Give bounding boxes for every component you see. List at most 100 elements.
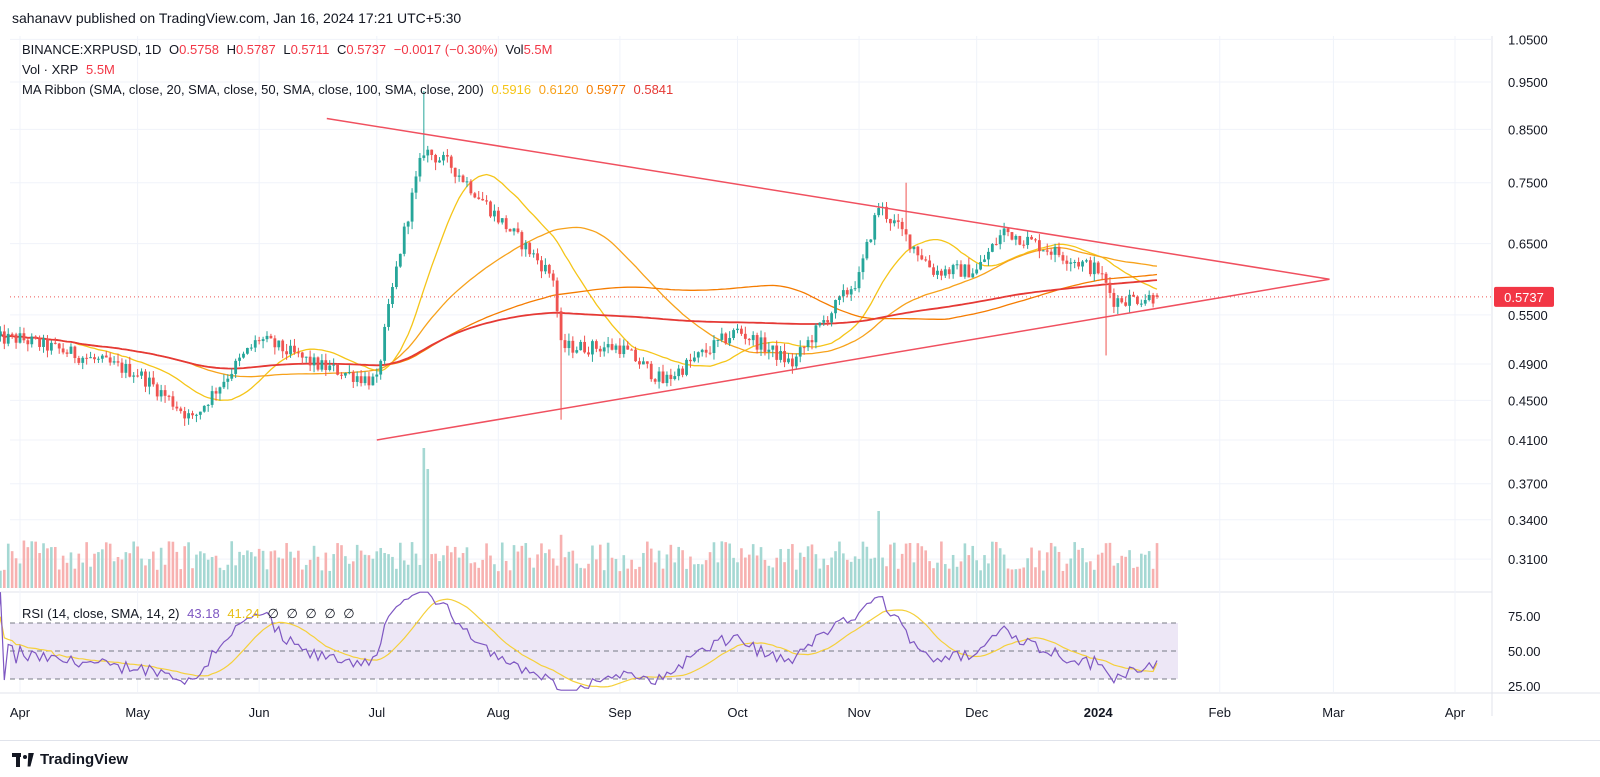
volume-bar: [842, 553, 845, 588]
volume-bar: [108, 543, 112, 588]
candle-body: [191, 413, 194, 416]
candle: [222, 374, 226, 390]
volume-bar: [555, 565, 559, 588]
volume-bar: [1018, 568, 1022, 588]
candle-body: [1073, 262, 1077, 264]
candle: [826, 316, 830, 326]
volume-bar: [340, 545, 343, 588]
candle: [249, 344, 253, 351]
candle: [69, 343, 73, 354]
candle: [410, 188, 414, 230]
volume-bar: [77, 553, 81, 588]
candle-body: [1155, 295, 1159, 297]
symbol-label[interactable]: BINANCE:XRPUSD, 1D: [22, 42, 162, 57]
volume-bar: [202, 553, 206, 588]
volume-bar: [300, 569, 304, 588]
candle: [320, 354, 324, 372]
candle-body: [151, 377, 155, 385]
candle: [649, 361, 653, 382]
candle: [610, 338, 614, 351]
candle: [1045, 243, 1049, 256]
candle: [626, 341, 630, 350]
candle-body: [38, 338, 42, 347]
candle-body: [1061, 255, 1065, 261]
candle-body: [147, 377, 151, 387]
candle-body: [638, 361, 641, 365]
price-tick-label: 1.0500: [1508, 32, 1548, 47]
candle-body: [371, 376, 375, 386]
volume-bar: [798, 552, 802, 588]
candle-body: [626, 345, 630, 350]
candle: [469, 179, 473, 196]
volume-bar: [928, 561, 931, 588]
candle-body: [34, 336, 38, 339]
candle: [622, 339, 626, 358]
candle-body: [598, 348, 602, 352]
volume-bar: [912, 562, 916, 588]
rsi-label[interactable]: RSI (14, close, SMA, 14, 2): [22, 606, 180, 621]
candle: [281, 339, 285, 359]
candle-body: [790, 358, 794, 367]
candle: [798, 340, 802, 363]
volume-bar: [598, 544, 602, 588]
tradingview-logo[interactable]: TradingView: [12, 751, 128, 768]
volume-bar: [144, 565, 147, 588]
candle: [551, 269, 555, 287]
ma100-value: 0.5977: [586, 82, 626, 97]
triangle-pattern: [10, 117, 1492, 441]
candle: [18, 326, 22, 344]
volume-bar: [755, 555, 759, 588]
candle-body: [273, 338, 277, 348]
time-tick-label: Nov: [847, 705, 871, 720]
volume-bar: [591, 545, 594, 588]
candle-body: [108, 357, 112, 363]
candle: [743, 326, 747, 345]
candle-body: [465, 181, 469, 183]
candle-body: [661, 371, 665, 384]
volume-bar: [1140, 553, 1143, 588]
volume-bar: [1061, 570, 1065, 588]
candle: [794, 353, 798, 370]
candle-body: [438, 160, 441, 163]
volume-bar: [1057, 551, 1061, 588]
candle: [116, 353, 120, 367]
candle-body: [845, 290, 849, 295]
volume-bar: [406, 564, 410, 588]
candle: [312, 353, 316, 373]
candle-body: [606, 344, 610, 348]
candle-body: [449, 156, 453, 168]
volume-bar: [740, 548, 743, 588]
candle-body: [916, 246, 920, 256]
candle: [975, 263, 979, 275]
volume-bar: [61, 555, 65, 588]
volume-bar: [159, 547, 163, 588]
chart-canvas[interactable]: 1.0500 0.9500 0.8500 0.7500 0.6500 0.5500 0.49…: [0, 0, 1600, 740]
footer-bar: TradingView: [0, 740, 1600, 777]
candle-body: [540, 260, 543, 272]
candle: [963, 263, 967, 279]
candle-body: [700, 349, 704, 353]
candle-body: [571, 340, 575, 353]
candle-body: [179, 408, 183, 412]
candle: [253, 335, 257, 353]
volume-bar: [845, 559, 849, 588]
candle: [449, 154, 453, 174]
volume-bar: [97, 552, 100, 588]
candle-body: [1132, 294, 1135, 297]
ma-ribbon-label[interactable]: MA Ribbon (SMA, close, 20, SMA, close, 5…: [22, 82, 484, 97]
candle: [1065, 255, 1069, 271]
axes: 1.0500 0.9500 0.8500 0.7500 0.6500 0.5500 0.49…: [10, 32, 1554, 720]
volume-label[interactable]: Vol · XRP: [22, 62, 79, 77]
candle: [567, 333, 571, 356]
candle-body: [6, 333, 10, 344]
volume-bar: [771, 567, 775, 588]
candle-body: [575, 350, 579, 353]
candle: [489, 200, 492, 218]
candle: [783, 343, 786, 368]
candle: [53, 337, 57, 345]
candle: [1061, 251, 1065, 265]
candle: [806, 336, 810, 352]
candle-body: [1065, 260, 1069, 264]
candle: [681, 366, 685, 378]
volume-bar: [814, 554, 818, 588]
